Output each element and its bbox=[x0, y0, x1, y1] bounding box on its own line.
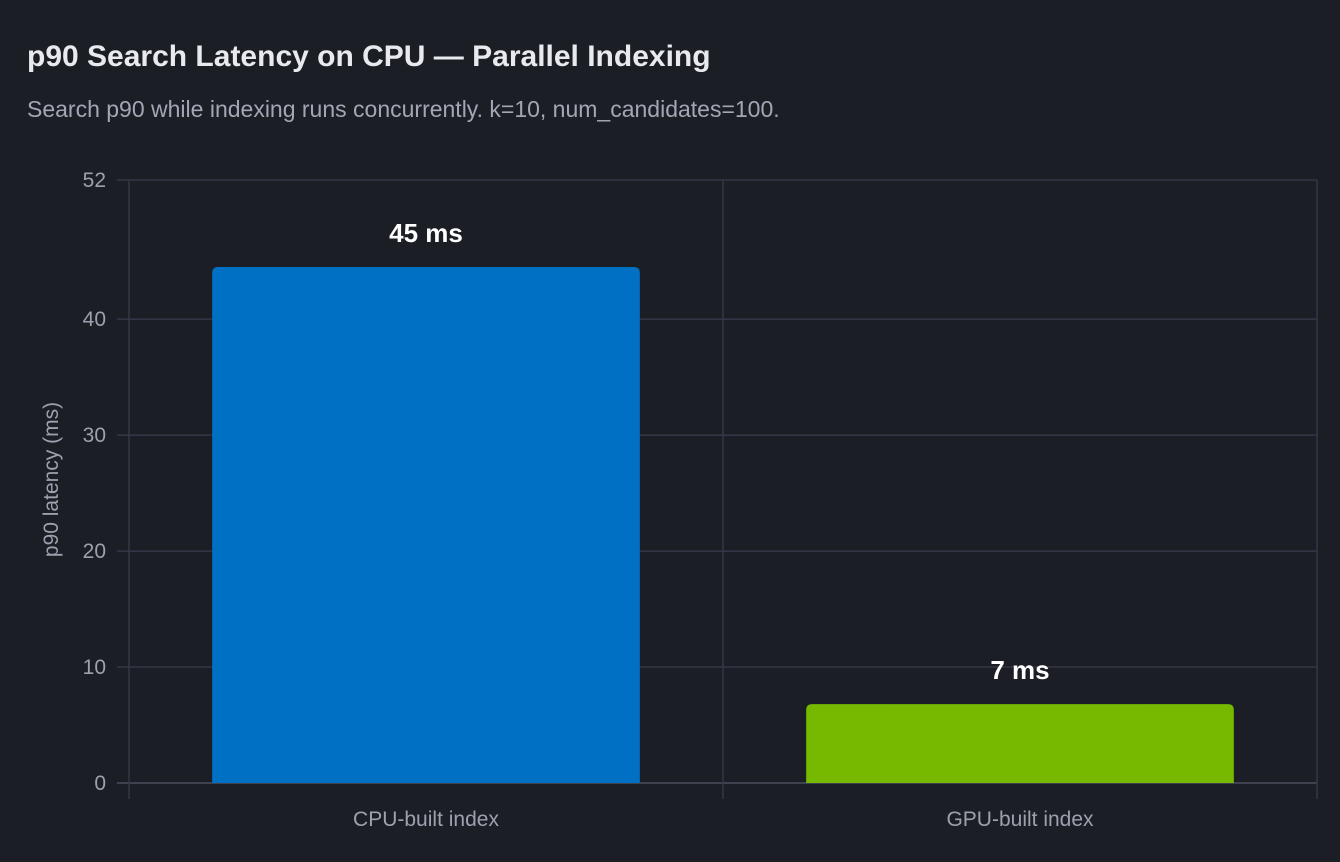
y-tick-label: 40 bbox=[83, 308, 106, 331]
y-tick-label: 10 bbox=[83, 656, 106, 679]
y-tick-label: 20 bbox=[83, 540, 106, 563]
chart-subtitle: Search p90 while indexing runs concurren… bbox=[27, 96, 780, 122]
x-tick-label: GPU-built index bbox=[946, 808, 1094, 831]
x-tick-label: CPU-built index bbox=[353, 808, 499, 831]
y-tick-label: 52 bbox=[83, 169, 106, 192]
bars bbox=[212, 266, 1234, 783]
bar-cpu-built-index bbox=[212, 266, 640, 783]
bar-gpu-built-index bbox=[806, 704, 1234, 783]
bar-value-label: 45 ms bbox=[389, 218, 463, 248]
axes: 0 10 20 30 40 52 CPU-built index GPU-built inde… bbox=[40, 169, 1094, 831]
y-axis-title: p90 latency (ms) bbox=[40, 402, 63, 557]
y-tick-label: 30 bbox=[83, 424, 106, 447]
chart-title: p90 Search Latency on CPU — Parallel Ind… bbox=[27, 40, 711, 73]
y-tick-label: 0 bbox=[94, 772, 106, 795]
bar-value-label: 7 ms bbox=[990, 655, 1049, 685]
data-labels: 45 ms 7 ms bbox=[389, 218, 1050, 685]
